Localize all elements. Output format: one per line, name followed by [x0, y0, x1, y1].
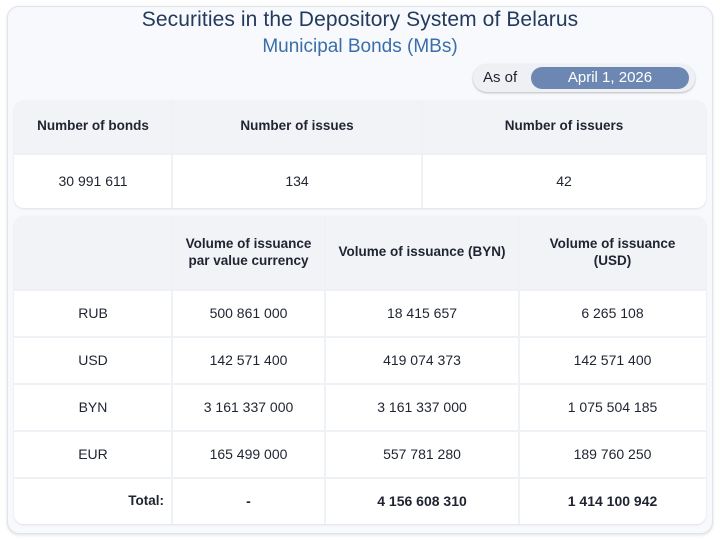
divider	[171, 216, 173, 524]
row-usd: 189 760 250	[573, 445, 652, 462]
row-usd: 1 075 504 185	[567, 398, 658, 415]
row-usd: 142 571 400	[573, 351, 652, 368]
row-par: 165 499 000	[209, 445, 288, 462]
row-byn: 419 074 373	[383, 351, 461, 368]
divider	[171, 100, 173, 208]
row-currency: EUR	[78, 445, 108, 462]
total-label: Total:	[128, 493, 164, 509]
divider	[14, 336, 706, 338]
divider	[421, 100, 423, 208]
total-usd: 1 414 100 942	[567, 492, 658, 509]
value-number-of-issuers: 42	[556, 172, 572, 189]
row-currency: USD	[78, 351, 108, 368]
value-number-of-bonds: 30 991 611	[58, 172, 128, 189]
divider	[14, 153, 706, 155]
value-number-of-issues: 134	[285, 172, 309, 189]
row-currency: RUB	[78, 304, 108, 321]
divider	[14, 477, 706, 479]
row-currency: BYN	[78, 398, 108, 415]
header-number-of-issuers: Number of issuers	[422, 100, 706, 153]
row-byn: 18 415 657	[386, 304, 458, 321]
header-volume-usd: Volume of issuance (USD)	[519, 216, 706, 289]
row-byn: 3 161 337 000	[377, 398, 467, 415]
row-par: 500 861 000	[209, 304, 288, 321]
as-of-date[interactable]: April 1, 2026	[531, 67, 689, 89]
header-currency	[14, 216, 172, 289]
header-number-of-bonds: Number of bonds	[14, 100, 172, 153]
volume-table: Volume of issuance par value currency Vo…	[14, 216, 706, 524]
as-of-badge: As of April 1, 2026	[473, 64, 695, 92]
total-byn: 4 156 608 310	[377, 492, 467, 509]
page-subtitle: Municipal Bonds (MBs)	[262, 36, 458, 57]
row-byn: 557 781 280	[383, 445, 461, 462]
summary-table: Number of bonds Number of issues Number …	[14, 100, 706, 208]
row-par: 142 571 400	[209, 351, 288, 368]
divider	[14, 383, 706, 385]
divider	[518, 216, 520, 524]
divider	[324, 216, 326, 524]
page-title: Securities in the Depository System of B…	[141, 8, 579, 31]
header-number-of-issues: Number of issues	[172, 100, 422, 153]
divider	[14, 289, 706, 291]
row-par: 3 161 337 000	[203, 398, 294, 415]
header-volume-par: Volume of issuance par value currency	[172, 216, 325, 289]
divider	[14, 430, 706, 432]
header-volume-byn: Volume of issuance (BYN)	[325, 216, 519, 289]
row-usd: 6 265 108	[581, 304, 644, 321]
as-of-label: As of	[483, 69, 518, 86]
total-par: -	[246, 492, 251, 509]
